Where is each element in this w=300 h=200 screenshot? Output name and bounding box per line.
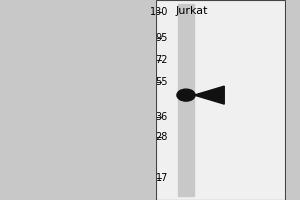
Text: Jurkat: Jurkat: [176, 6, 208, 16]
Bar: [156, 0, 285, 200]
Bar: [156, 0, 285, 200]
Ellipse shape: [177, 89, 195, 101]
Text: 55: 55: [155, 77, 168, 87]
Polygon shape: [194, 86, 224, 104]
Text: 95: 95: [156, 33, 168, 43]
Text: 28: 28: [156, 132, 168, 142]
Text: 130: 130: [150, 7, 168, 17]
Text: 72: 72: [155, 55, 168, 65]
Bar: [178, 4, 194, 196]
Text: 17: 17: [156, 173, 168, 183]
Text: 36: 36: [156, 112, 168, 122]
